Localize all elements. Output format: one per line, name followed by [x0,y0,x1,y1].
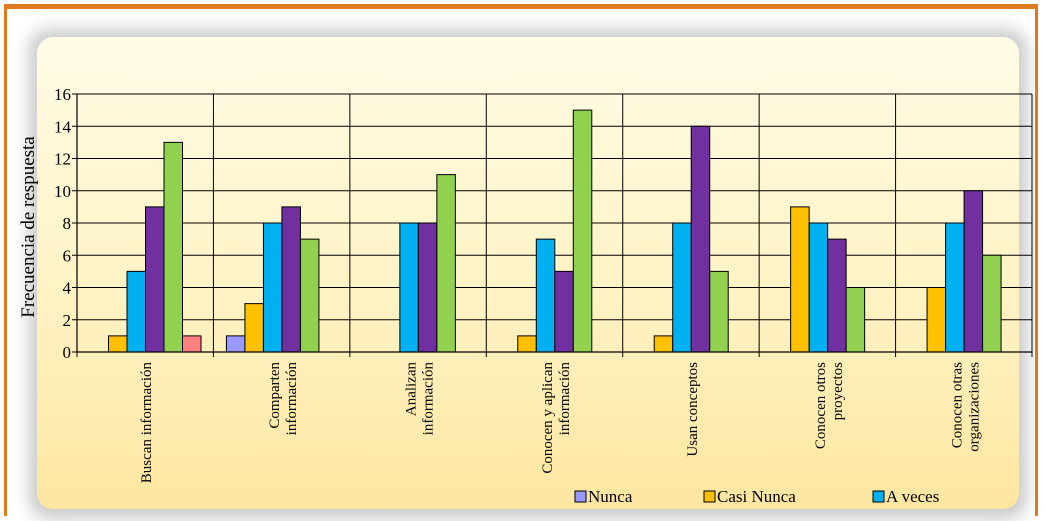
bar-casi-nunca [653,335,674,353]
y-tick-label: 2 [63,311,72,330]
legend-swatch [574,490,587,503]
bar-a-veces [399,222,419,353]
bar-series-5 [845,287,866,353]
y-tick-label: 8 [63,214,72,233]
bar-series-5 [709,270,729,353]
axes [72,93,1032,353]
bar-series-5 [299,238,320,353]
bar-casi-nunca [790,206,810,353]
bar-a-veces [262,222,283,353]
bar-series-4 [417,222,438,353]
bar-a-veces [808,222,829,353]
legend: Nunca Casi Nunca A veces [574,487,939,506]
bar-series-4 [281,206,301,353]
y-tick-label: 16 [54,85,71,104]
legend-entry: Nunca [588,487,633,506]
bar-series-4 [145,206,165,353]
y-tick-label: 0 [63,343,72,362]
chart-frame: 0 2 4 6 8 10 12 14 16 Buscan información Comparte… [4,4,1038,519]
y-axis-label: Frecuencia de respuesta [18,136,39,318]
x-tick-label: Conocen otras [949,362,965,448]
legend-swatch [703,490,716,503]
bar-a-veces [535,238,556,353]
y-tick-label: 4 [63,279,72,298]
bar-series-5 [163,141,183,353]
bar-chart: 0 2 4 6 8 10 12 14 16 Buscan información Comparte… [18,29,1033,519]
y-tick-label: 10 [54,182,71,201]
bar-series-5 [982,254,1002,353]
x-tick-label: Buscan información [139,362,155,484]
bar-casi-nunca [244,303,264,353]
bar-series-6 [182,335,202,353]
legend-swatch [872,490,885,503]
x-tick-label: información [557,362,573,436]
y-tick-labels: 0 2 4 6 8 10 12 14 16 [54,85,72,362]
bar-series-4 [554,270,574,353]
x-tick-label: información [421,362,437,436]
x-tick-label: proyectos [830,362,846,420]
x-tick-label: Conocen otros [813,362,829,449]
x-tick-label: información [284,362,300,436]
bar-a-veces [672,222,692,353]
bar-series-5 [436,174,456,353]
legend-entry: A veces [886,487,939,506]
bar-series-4 [690,125,711,353]
bar-casi-nunca [926,287,947,353]
x-tick-label: Analizan [404,362,420,417]
bar-casi-nunca [517,335,537,353]
bar-series-4 [827,238,847,353]
bar-series-5 [572,109,593,353]
x-tick-label: Usan conceptos [685,362,701,457]
plot-background [37,37,1019,509]
bar-nunca [225,335,246,353]
y-tick-label: 14 [54,117,72,136]
legend-entry: Casi Nunca [717,487,796,506]
x-tick-label: organizaciones [966,362,982,452]
bar-a-veces [126,270,146,353]
x-tick-label: Comparten [267,362,283,429]
y-tick-label: 12 [54,150,71,169]
bar-series-4 [963,190,984,353]
x-tick-label: Conocen y aplican [540,362,556,474]
bar-a-veces [945,222,965,353]
y-tick-label: 6 [63,246,72,265]
bar-casi-nunca [108,335,128,353]
x-tick-labels: Buscan información Comparten información An… [139,362,982,484]
